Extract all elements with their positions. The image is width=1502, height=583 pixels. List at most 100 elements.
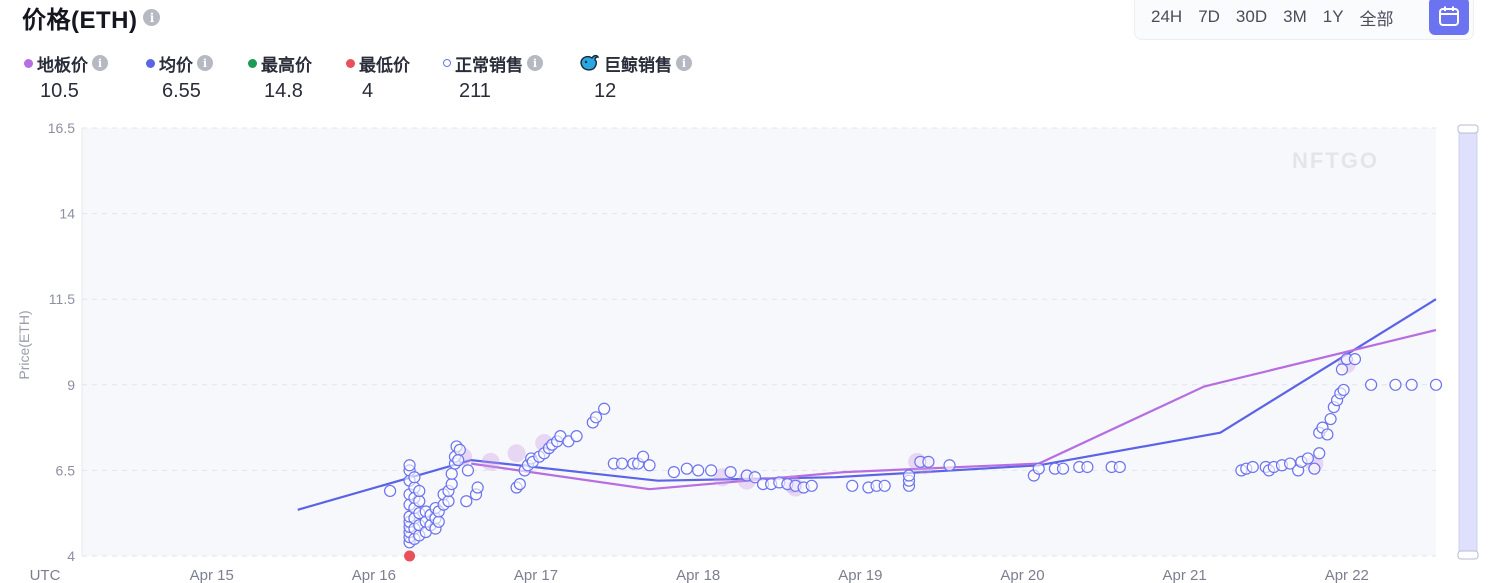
range-24h-button[interactable]: 24H [1151,7,1183,26]
sale-point[interactable] [705,464,718,477]
max-price-dot [248,58,257,68]
sale-point[interactable] [1365,378,1378,391]
sale-point[interactable] [413,484,426,498]
sale-point[interactable] [445,477,458,491]
range-7d-button[interactable]: 7D [1198,7,1220,26]
sale-point[interactable] [1405,378,1418,391]
legend-label: 巨鲸销售 [604,55,672,75]
sale-point[interactable] [461,464,475,477]
sale-point[interactable] [383,484,397,498]
sale-point[interactable] [1308,462,1321,475]
x-tick-label: Apr 16 [352,567,396,583]
sale-point[interactable] [748,471,762,484]
sale-point[interactable] [598,402,611,415]
sale-point[interactable] [1301,452,1314,465]
legend-average-price[interactable]: 均价 i 6.55 [146,52,248,103]
sale-point[interactable] [1335,363,1349,376]
sale-point[interactable] [922,455,935,468]
legend-value: 6.55 [162,80,201,102]
sale-point[interactable] [452,454,465,467]
sale-point[interactable] [1337,383,1350,397]
zoom-track[interactable] [1458,127,1478,557]
sale-point[interactable] [1113,460,1126,474]
sale-point[interactable] [513,477,526,491]
sale-point[interactable] [1389,378,1402,391]
title-info-icon[interactable]: i [143,9,161,26]
sale-point[interactable] [445,467,458,480]
sale-point[interactable] [1313,447,1326,460]
sale-point[interactable] [1081,460,1094,474]
sale-point[interactable] [636,450,650,463]
x-axis: Apr 15 Apr 16 Apr 17 Apr 18 Apr 19 Apr 20 Apr … [190,567,1369,583]
min-price-point[interactable] [404,550,416,562]
floor-price-info-icon[interactable]: i [92,55,108,71]
y-tick-label: 14 [59,206,75,222]
legend-floor-price[interactable]: 地板价 i 10.5 [24,52,146,103]
sale-point[interactable] [667,466,680,479]
zoom-scrollbar[interactable] [1457,124,1479,560]
whale-sale-point[interactable] [507,444,526,463]
time-range-selector: 24H 7D 30D 3M 1Y 全部 [1134,0,1474,40]
range-3m-button[interactable]: 3M [1283,7,1307,26]
x-tick-label: Apr 15 [190,567,234,583]
sale-point[interactable] [403,459,416,472]
sale-point[interactable] [615,457,629,470]
sale-point[interactable] [589,411,603,424]
range-all-button[interactable]: 全部 [1359,9,1394,29]
sale-point[interactable] [1429,378,1443,391]
sale-point[interactable] [453,443,466,456]
sale-point[interactable] [878,479,891,492]
range-30d-button[interactable]: 30D [1235,7,1268,26]
normal-sales-dot [443,59,451,67]
whale-icon [580,54,600,71]
sale-point[interactable] [471,481,484,494]
legend-normal-sales[interactable]: 正常销售 i 211 [443,52,578,103]
sale-point[interactable] [643,459,656,472]
sale-point[interactable] [692,464,705,477]
sale-point[interactable] [1246,460,1259,474]
page-title: 价格(ETH) [22,7,138,34]
sale-point[interactable] [724,466,737,479]
zoom-handle-top[interactable] [1457,124,1479,134]
sale-point[interactable] [1348,353,1362,366]
sale-point[interactable] [460,495,473,508]
chart-legend: 地板价 i 10.5 均价 i 6.55 最高价 14.8 最低价 4 正常销售 i … [24,52,718,103]
chart-header: 价格(ETH) i [22,0,161,35]
x-tick-label: Apr 20 [1000,567,1044,583]
sale-point[interactable] [902,469,916,482]
sale-point[interactable] [1321,428,1334,441]
nftgo-watermark: NFTGO [1292,148,1379,173]
legend-label: 正常销售 [455,55,523,75]
y-tick-label: 6.5 [56,462,76,478]
sale-point[interactable] [1032,462,1045,475]
sale-point[interactable] [442,495,455,508]
sale-point[interactable] [805,479,818,492]
sale-point[interactable] [1324,412,1337,426]
sale-point[interactable] [408,471,421,484]
sale-point[interactable] [570,430,583,443]
average-price-dot [146,58,155,68]
sale-point[interactable] [680,462,693,475]
zoom-handle-bottom[interactable] [1457,550,1479,560]
sale-point[interactable] [413,495,426,508]
y-tick-label: 16.5 [48,120,75,136]
average-price-info-icon[interactable]: i [197,55,213,71]
calendar-button[interactable] [1429,0,1469,35]
normal-sales-info-icon[interactable]: i [527,55,543,71]
legend-min-price[interactable]: 最低价 4 [346,52,443,103]
sale-point[interactable] [846,479,859,492]
legend-whale-sales[interactable]: 巨鲸销售 i 12 [578,52,718,103]
range-1y-button[interactable]: 1Y [1322,7,1344,26]
sale-point[interactable] [432,515,445,528]
legend-label: 地板价 [37,55,88,75]
floor-price-dot [24,58,33,68]
sale-point[interactable] [1056,462,1070,475]
x-tick-label: Apr 22 [1325,567,1369,583]
whale-sale-point[interactable] [481,452,500,471]
sale-point[interactable] [943,459,956,472]
legend-label: 均价 [159,55,193,75]
y-axis: 4 6.5 9 11.5 14 16.5 [48,120,75,564]
whale-sales-info-icon[interactable]: i [676,55,692,71]
legend-max-price[interactable]: 最高价 14.8 [248,52,346,103]
legend-value: 14.8 [264,80,303,102]
